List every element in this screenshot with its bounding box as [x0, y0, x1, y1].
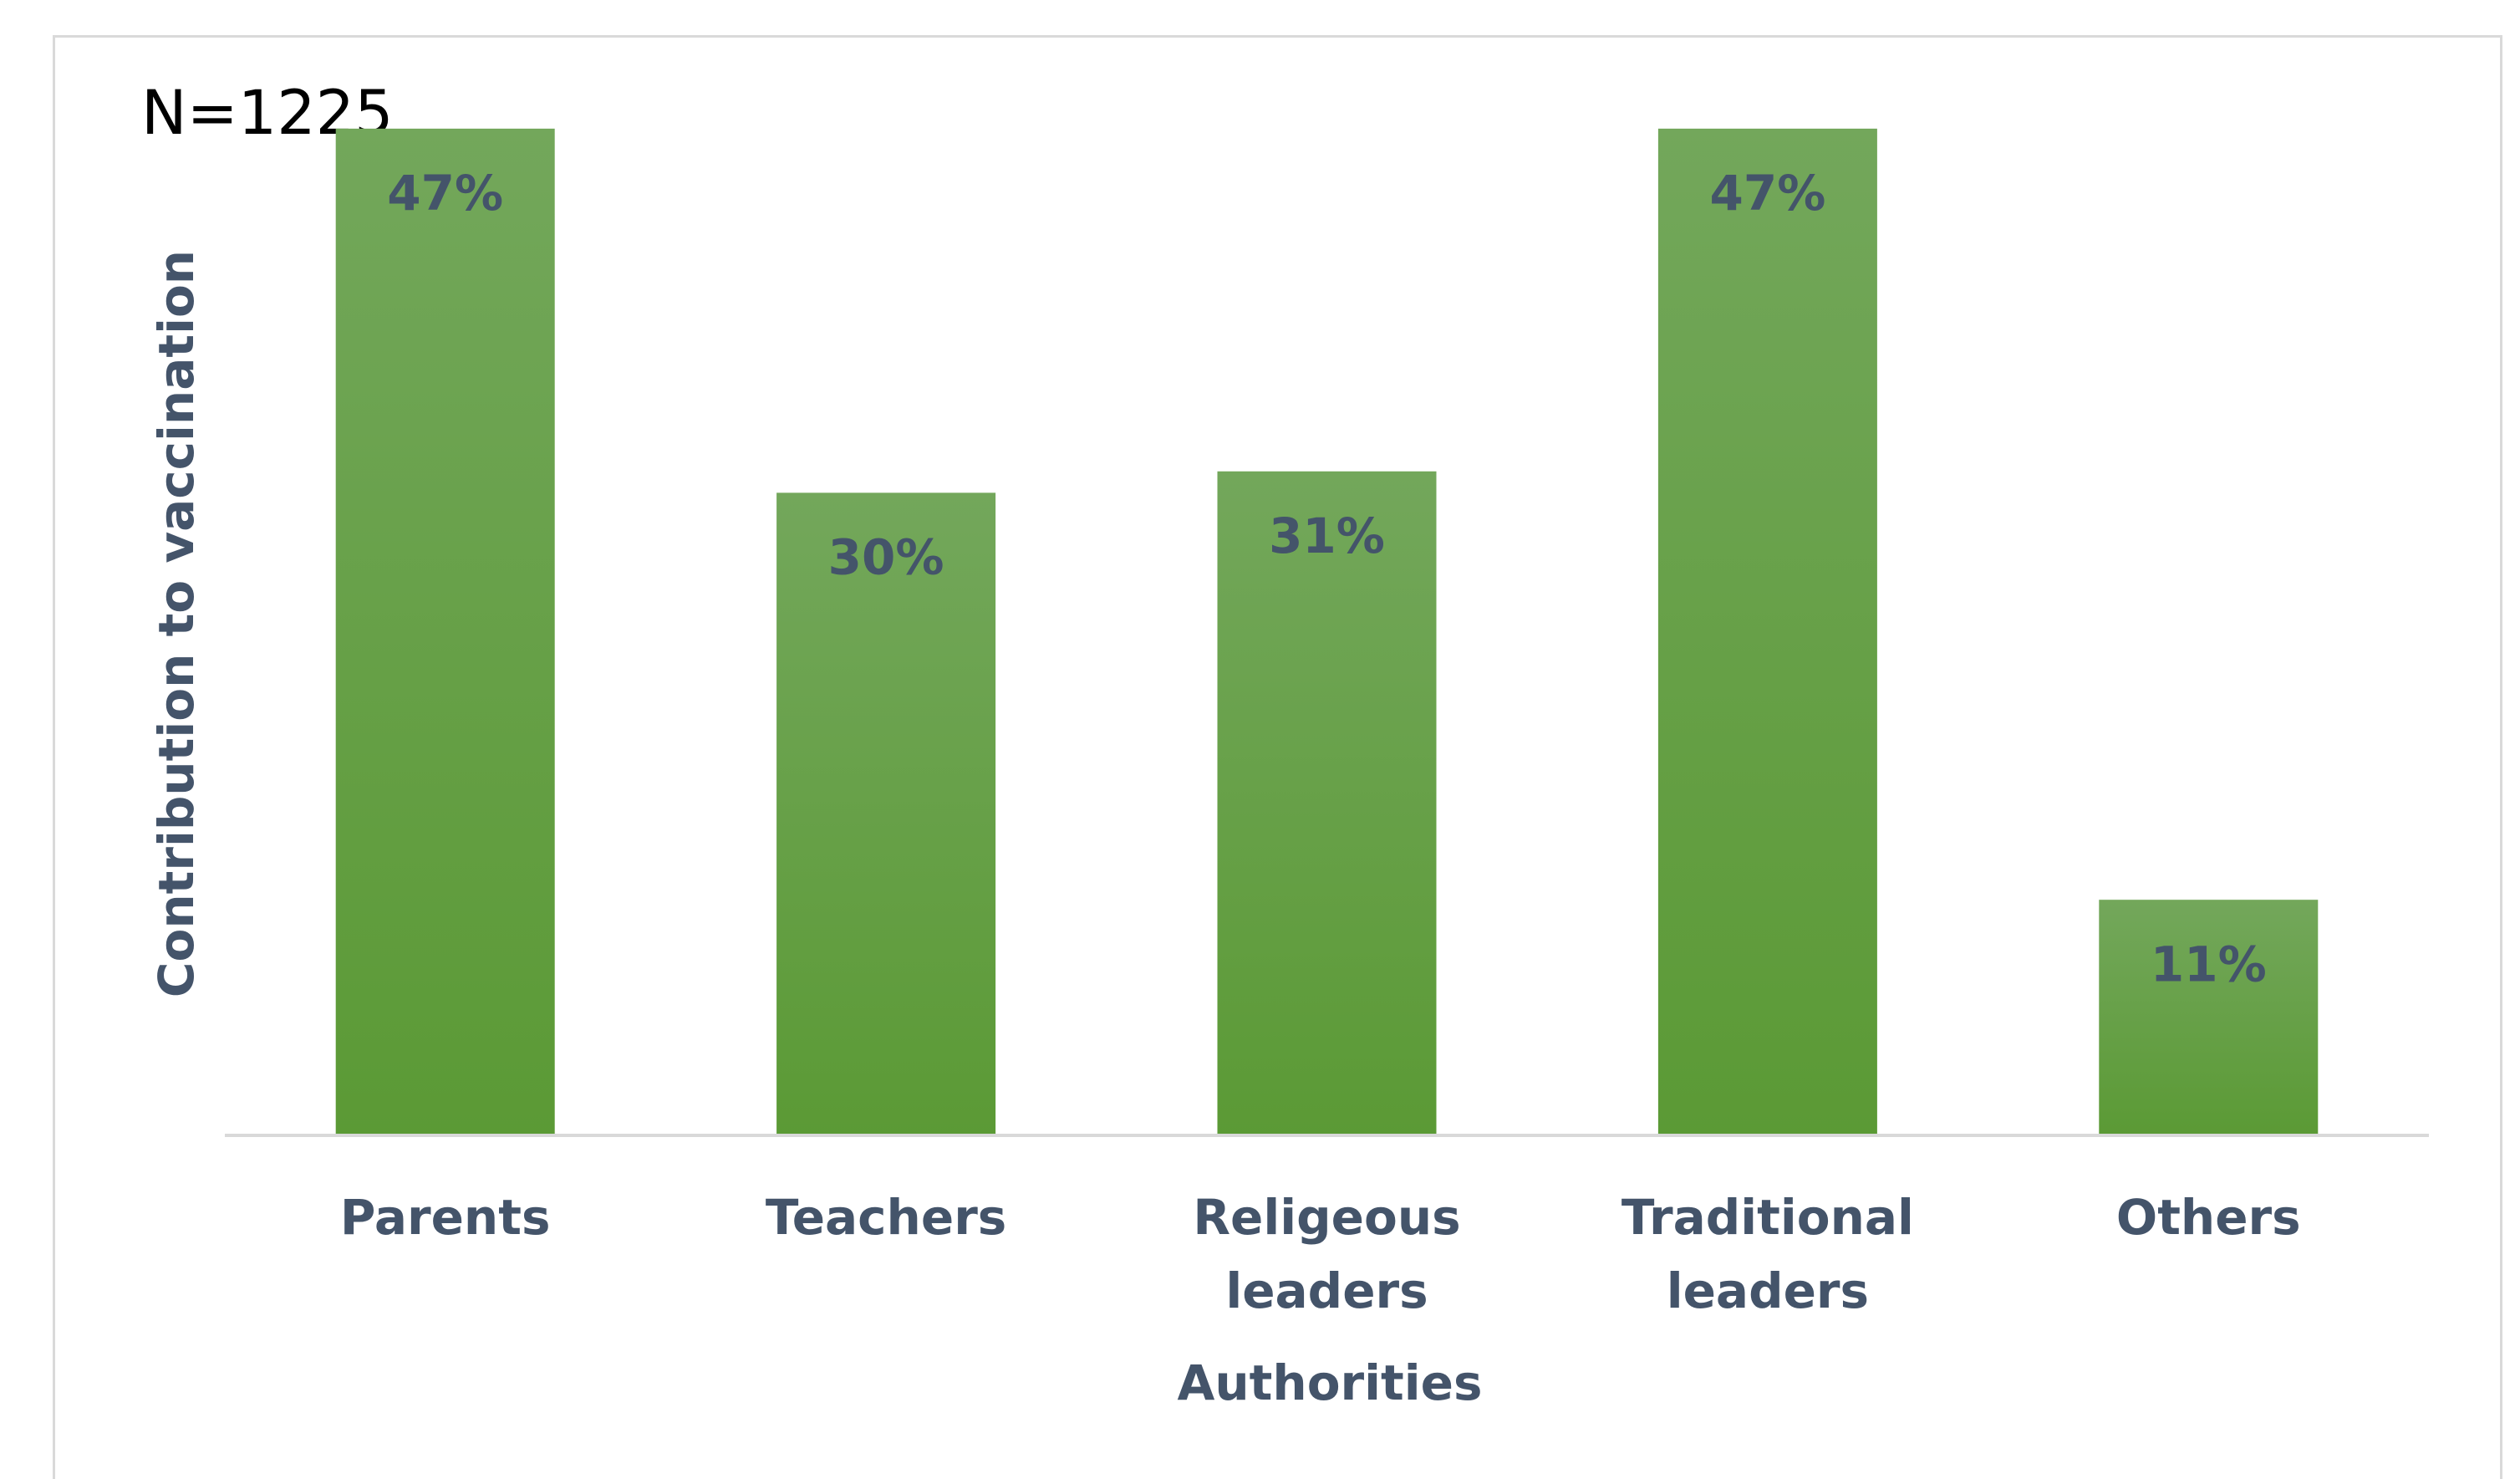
chart-frame	[53, 35, 2502, 1479]
x-tick-label: Others	[2115, 1189, 2301, 1246]
bar	[2099, 900, 2319, 1135]
bar	[335, 128, 555, 1136]
bar	[1657, 128, 1877, 1136]
bar	[1217, 471, 1437, 1135]
value-label: 11%	[2151, 936, 2267, 992]
x-tick-label: Parents	[339, 1189, 551, 1246]
bar	[776, 492, 996, 1135]
x-tick-label: Teachers	[765, 1189, 1007, 1246]
x-axis-title: Authorities	[1178, 1354, 1483, 1411]
x-tick-label: Traditional leaders	[1621, 1189, 1914, 1319]
value-label: 31%	[1269, 507, 1385, 564]
value-label: 47%	[1709, 165, 1825, 222]
x-tick-label: Religeous leaders	[1193, 1189, 1461, 1319]
y-axis-title: Contribution to vaccination	[148, 250, 205, 997]
value-label: 47%	[387, 165, 503, 222]
value-label: 30%	[828, 529, 944, 586]
